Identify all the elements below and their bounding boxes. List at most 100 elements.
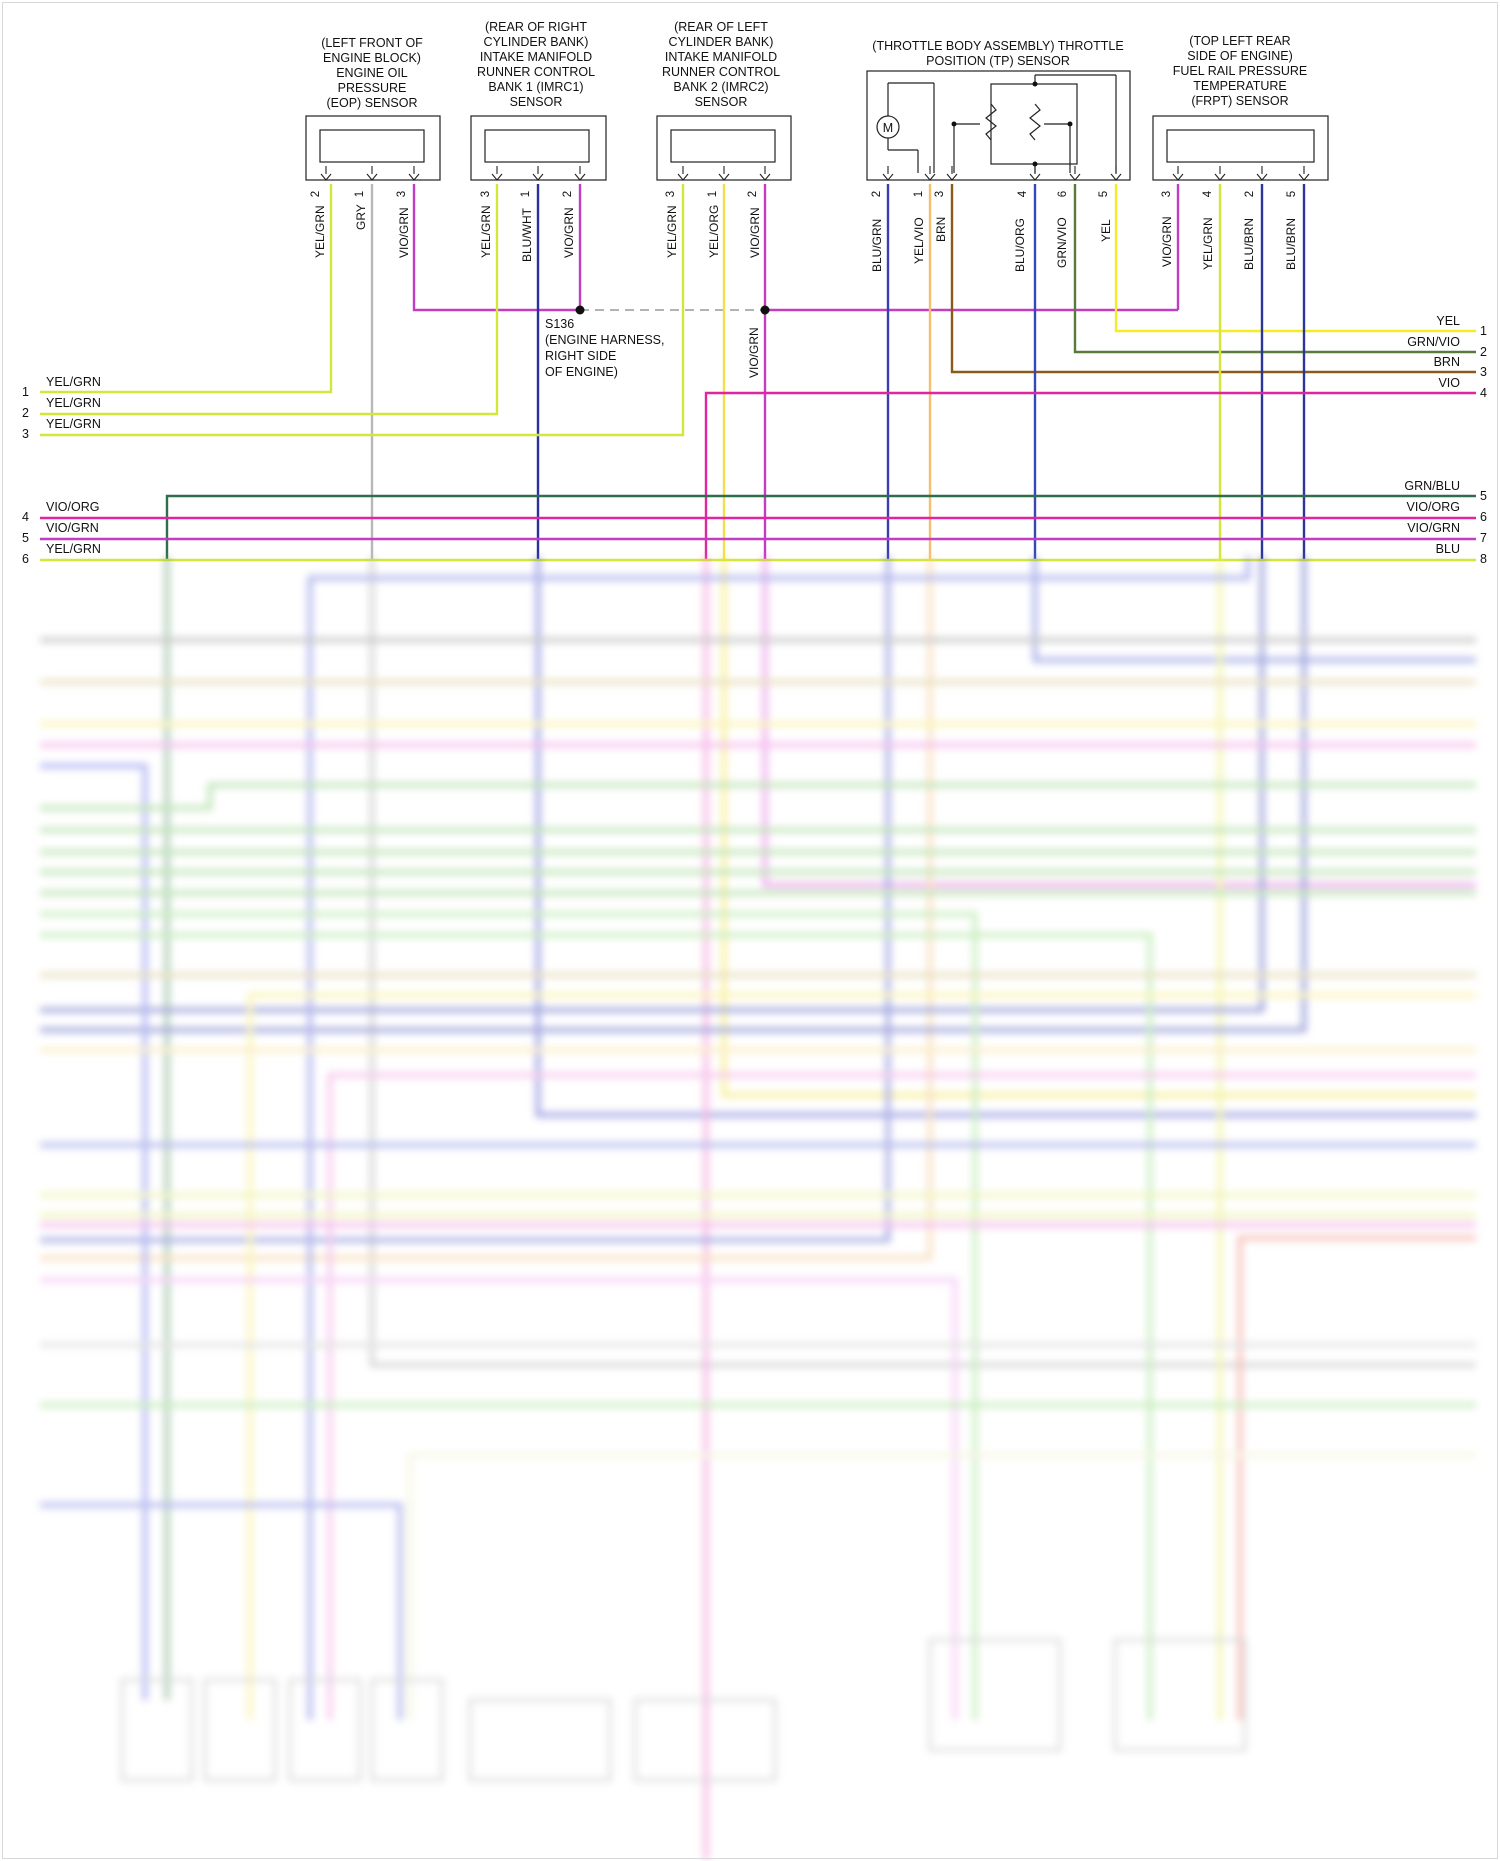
svg-text:(LEFT FRONT OF: (LEFT FRONT OF [321,36,423,50]
svg-text:FUEL RAIL PRESSURE: FUEL RAIL PRESSURE [1173,64,1308,78]
svg-text:RUNNER CONTROL: RUNNER CONTROL [662,65,780,79]
svg-text:2: 2 [1244,191,1256,197]
svg-text:RIGHT SIDE: RIGHT SIDE [545,349,616,363]
terminal-chevrons [320,166,1310,181]
svg-text:YEL/VIO: YEL/VIO [912,217,926,264]
svg-text:YEL/ORG: YEL/ORG [707,205,721,258]
wire-imrc2-yel-grn [40,184,685,437]
svg-text:3: 3 [665,191,677,197]
svg-text:3: 3 [934,191,946,197]
svg-text:GRN/VIO: GRN/VIO [1407,335,1460,349]
svg-text:ENGINE BLOCK): ENGINE BLOCK) [323,51,421,65]
svg-text:2: 2 [1480,345,1487,359]
eop-sensor-title: (LEFT FRONT OF ENGINE BLOCK) ENGINE OIL … [321,36,423,110]
svg-text:2: 2 [22,406,29,420]
svg-text:YEL/GRN: YEL/GRN [665,205,679,258]
wire-tp-brn [950,184,1476,374]
wire-tp-yel [1114,184,1476,333]
svg-text:YEL/GRN: YEL/GRN [46,375,101,389]
svg-text:SENSOR: SENSOR [695,95,748,109]
splice-s136-dots [575,305,770,315]
svg-text:1: 1 [22,385,29,399]
svg-text:PRESSURE: PRESSURE [338,81,407,95]
svg-text:VIO/GRN: VIO/GRN [748,207,762,258]
svg-text:2: 2 [871,191,883,197]
frpt-sensor-title: (TOP LEFT REAR SIDE OF ENGINE) FUEL RAIL… [1173,34,1308,108]
tp-junction-dots [951,81,1073,167]
svg-text:BANK 2 (IMRC2): BANK 2 (IMRC2) [673,80,768,94]
wire-eop-vio-grn [412,184,580,312]
svg-text:TEMPERATURE: TEMPERATURE [1193,79,1287,93]
motor-symbol: M [883,121,893,135]
svg-text:SIDE OF ENGINE): SIDE OF ENGINE) [1187,49,1293,63]
svg-text:BLU/BRN: BLU/BRN [1242,218,1256,270]
svg-text:BLU: BLU [1436,542,1460,556]
svg-text:BRN: BRN [1434,355,1460,369]
svg-text:VIO/GRN: VIO/GRN [1407,521,1460,535]
svg-text:3: 3 [1161,191,1173,197]
svg-text:1: 1 [354,191,366,197]
svg-text:VIO/ORG: VIO/ORG [46,500,99,514]
svg-text:4: 4 [1202,190,1214,197]
svg-text:1: 1 [520,191,532,197]
svg-text:VIO/GRN: VIO/GRN [397,207,411,258]
svg-text:(ENGINE HARNESS,: (ENGINE HARNESS, [545,333,664,347]
wire-eop-yel-grn [40,184,333,394]
svg-text:2: 2 [310,191,322,197]
svg-text:3: 3 [22,427,29,441]
svg-text:6: 6 [22,552,29,566]
wire-right-vio [704,391,1476,560]
svg-text:GRN/BLU: GRN/BLU [1404,479,1460,493]
imrc1-sensor-title: (REAR OF RIGHT CYLINDER BANK) INTAKE MAN… [477,20,595,109]
imrc2-sensor-title: (REAR OF LEFT CYLINDER BANK) INTAKE MANI… [662,20,780,109]
svg-text:CYLINDER BANK): CYLINDER BANK) [484,35,589,49]
svg-text:BLU/BRN: BLU/BRN [1284,218,1298,270]
svg-text:OF ENGINE): OF ENGINE) [545,365,618,379]
svg-text:7: 7 [1480,531,1487,545]
svg-text:(THROTTLE BODY ASSEMBLY) THROT: (THROTTLE BODY ASSEMBLY) THROTTLE [872,39,1123,53]
svg-text:CYLINDER BANK): CYLINDER BANK) [669,35,774,49]
svg-text:4: 4 [22,510,29,524]
left-connector: 1 YEL/GRN 2 YEL/GRN 3 YEL/GRN 4 VIO/ORG … [22,375,101,566]
svg-text:6: 6 [1057,191,1069,197]
svg-text:4: 4 [1480,386,1487,400]
svg-text:VIO: VIO [1438,376,1460,390]
svg-text:BRN: BRN [934,217,948,242]
splice-s136-label: S136 (ENGINE HARNESS, RIGHT SIDE OF ENGI… [545,317,664,379]
svg-text:RUNNER CONTROL: RUNNER CONTROL [477,65,595,79]
svg-text:VIO/ORG: VIO/ORG [1407,500,1460,514]
svg-text:YEL/GRN: YEL/GRN [1201,217,1215,270]
svg-text:(FRPT) SENSOR: (FRPT) SENSOR [1191,94,1288,108]
svg-text:ENGINE OIL: ENGINE OIL [336,66,408,80]
frpt-sensor [1152,115,1329,181]
svg-text:YEL/GRN: YEL/GRN [46,417,101,431]
svg-text:5: 5 [1480,489,1487,503]
svg-text:YEL: YEL [1436,314,1460,328]
svg-text:6: 6 [1480,510,1487,524]
svg-text:4: 4 [1017,190,1029,197]
tp-sensor-title: (THROTTLE BODY ASSEMBLY) THROTTLE POSITI… [872,39,1123,68]
svg-text:(TOP LEFT REAR: (TOP LEFT REAR [1189,34,1290,48]
svg-text:S136: S136 [545,317,574,331]
svg-text:SENSOR: SENSOR [510,95,563,109]
vertical-wire-labels: YEL/GRN GRY VIO/GRN YEL/GRN BLU/WHT VIO/… [313,204,1298,272]
wire-tp-grn-vio [1073,184,1476,354]
svg-text:(REAR OF LEFT: (REAR OF LEFT [674,20,768,34]
splice-vio-grn-label: VIO/GRN [747,327,761,378]
svg-text:VIO/GRN: VIO/GRN [1160,216,1174,267]
svg-text:2: 2 [562,191,574,197]
svg-text:YEL/GRN: YEL/GRN [479,205,493,258]
svg-text:BANK 1 (IMRC1): BANK 1 (IMRC1) [488,80,583,94]
svg-text:BLU/ORG: BLU/ORG [1013,218,1027,272]
svg-text:GRY: GRY [354,204,368,230]
svg-text:1: 1 [707,191,719,197]
eop-sensor [305,115,441,181]
svg-text:YEL: YEL [1099,219,1113,242]
svg-text:(REAR OF RIGHT: (REAR OF RIGHT [485,20,587,34]
svg-text:1: 1 [913,191,925,197]
svg-text:YEL/GRN: YEL/GRN [46,396,101,410]
svg-text:8: 8 [1480,552,1487,566]
svg-text:YEL/GRN: YEL/GRN [313,205,327,258]
